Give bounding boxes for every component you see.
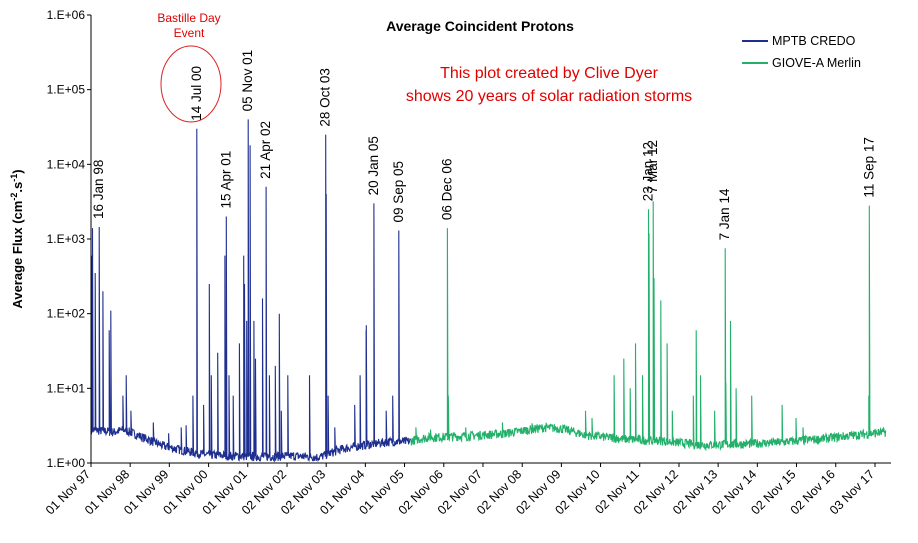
svg-text:Average Flux (cm-2.s-1): Average Flux (cm-2.s-1) [9,169,25,308]
event-label: 20 Jan 05 [366,136,381,195]
ylabel-sup1: -2 [9,193,19,201]
highlight-circle [160,45,222,123]
event-label: 05 Nov 01 [240,50,255,112]
event-label: 7 Jan 14 [717,188,732,240]
event-label: 11 Sep 17 [861,137,876,198]
legend: MPTB CREDO GIOVE-A Merlin [742,34,861,70]
event-label: 06 Dec 06 [439,159,454,221]
event-label: 15 Apr 01 [218,151,233,209]
event-label: 14 Jul 00 [189,66,204,121]
y-tick-label: 1.E+06 [47,8,86,22]
event-label: 7 Mar 12 [645,140,660,193]
ylabel-mid: .s [10,182,25,193]
event-label: 16 Jan 98 [91,160,106,219]
y-tick-label: 1.E+03 [47,232,86,246]
y-tick-label: 1.E+04 [47,157,86,171]
legend-label-mptb: MPTB CREDO [772,34,856,48]
series-giove-a-merlin [410,201,887,452]
bastille-day-highlight: Bastille Day Event [157,11,222,123]
y-tick-label: 1.E+01 [47,381,86,395]
event-label: 21 Apr 02 [258,121,273,179]
y-tick-label: 1.E+05 [47,83,86,97]
highlight-label-line2: Event [174,26,205,40]
ylabel-end: ) [10,169,25,173]
legend-label-giove: GIOVE-A Merlin [772,56,861,70]
series-line [90,119,412,463]
event-label: 28 Oct 03 [318,68,333,127]
chart-title: Average Coincident Protons [386,18,574,34]
y-tick-label: 1.E+00 [47,456,86,470]
highlight-label-line1: Bastille Day [157,11,220,25]
note-line1: This plot created by Clive Dyer [440,65,659,82]
series-layer [90,119,887,463]
y-axis-label: Average Flux (cm-2.s-1) [9,169,25,308]
note-line2: shows 20 years of solar radiation storms [406,88,692,105]
series-mptb-credo [90,119,412,463]
event-label: 23 Jan 12 [641,142,656,201]
y-tick-label: 1.E+02 [47,307,86,321]
y-axis-ticks: 1.E+00 1.E+01 1.E+02 1.E+03 1.E+04 1.E+05 1.E+… [47,8,91,470]
event-label: 09 Sep 05 [391,161,406,223]
ylabel-main: Average Flux (cm [10,201,25,309]
series-line [410,201,887,452]
note: This plot created by Clive Dyer shows 20… [406,65,692,105]
ylabel-sup2: -1 [9,174,19,182]
plot-area [91,15,891,463]
